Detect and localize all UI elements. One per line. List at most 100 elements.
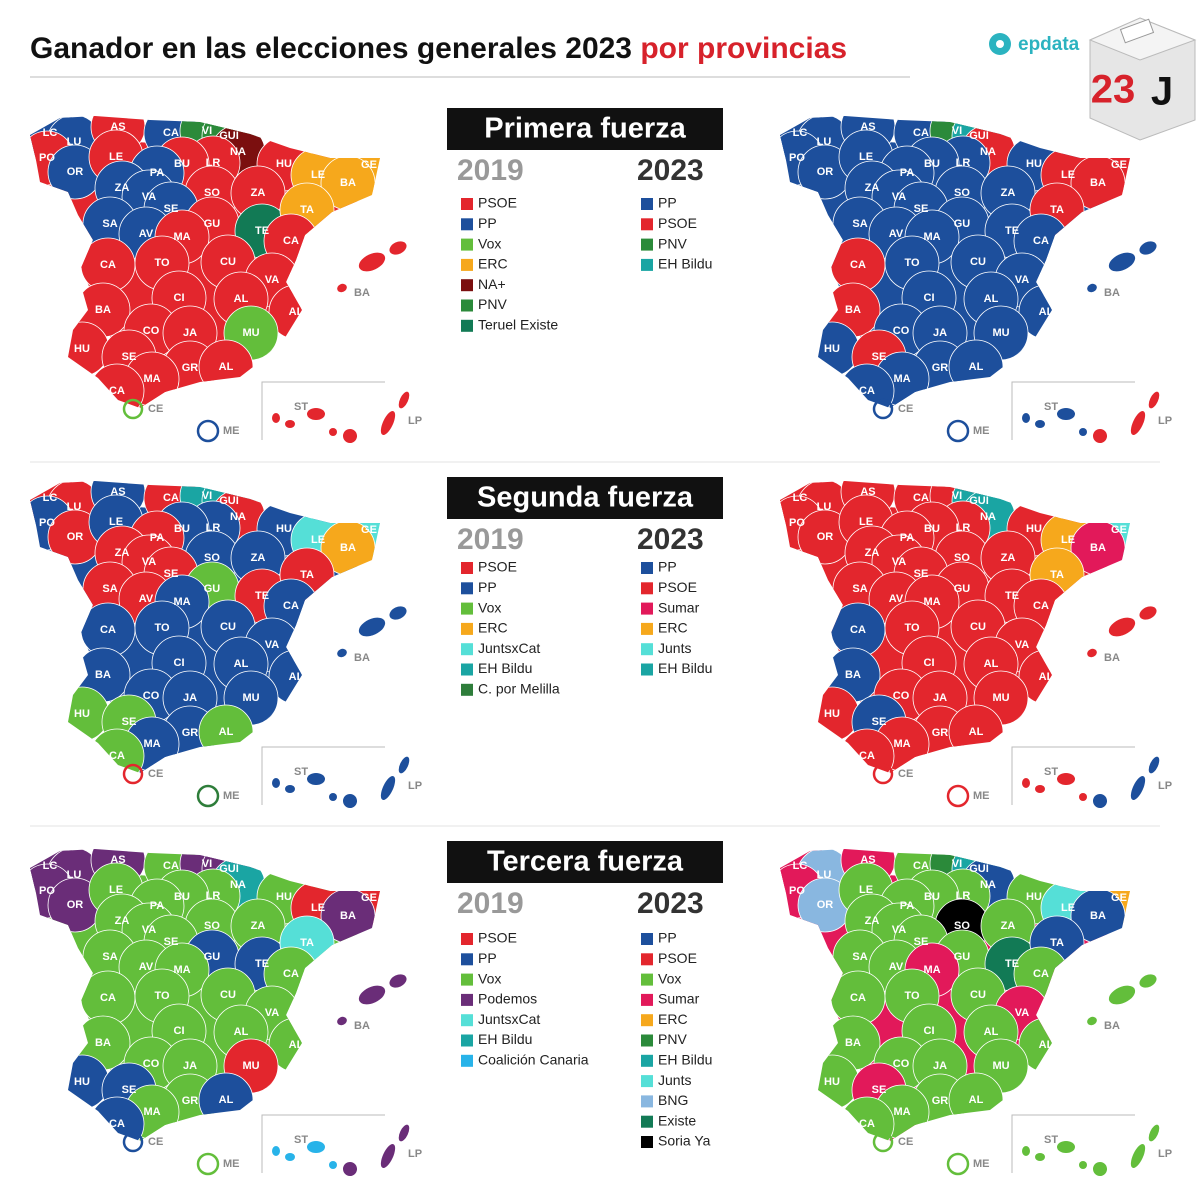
island [1108,252,1136,272]
melilla [946,784,970,808]
province-label: CI [924,657,935,669]
province-label: CO [143,690,160,702]
island [358,617,386,637]
legend-swatch [461,622,473,635]
province-label: CA [913,860,929,872]
province-label: SA [102,951,117,963]
legend-label: PSOE [478,195,517,211]
island [1057,773,1075,785]
province-label: LE [1061,169,1075,181]
island [358,985,386,1005]
island [329,793,337,801]
legend-label: PSOE [478,930,517,946]
legend-label: PSOE [658,215,697,231]
province-label: LR [206,890,221,902]
ceuta [122,398,144,420]
legend-swatch [641,602,653,615]
province-label: CI [174,1025,185,1037]
island-label: LP [1158,1148,1172,1160]
legend-label: Sumar [658,599,700,615]
province-label: VA [265,274,280,286]
province-label: LE [311,169,325,181]
legend-year: 2019 [457,887,524,920]
island [389,241,407,255]
island [272,778,280,788]
province-label: CI [924,292,935,304]
island [1035,420,1045,428]
province-label: TA [1050,937,1064,949]
province-label: MU [992,327,1009,339]
legend-label: ERC [478,256,508,272]
province-label: GU [954,583,971,595]
island [1130,1144,1146,1168]
island [1079,793,1087,801]
province-label: CO [143,1058,160,1070]
island-label: BA [1104,1020,1120,1032]
province-label: AS [110,121,125,133]
province-label: BA [845,669,861,681]
island-label: ME [223,790,240,802]
island-label: LP [408,780,422,792]
legend-swatch [641,973,653,986]
island [337,1016,347,1026]
island [1130,776,1146,800]
island-label: LP [1158,780,1172,792]
province-label: BU [924,158,940,170]
province-label: ZA [251,552,266,564]
title: Ganador en las elecciones generales 2023… [30,32,847,65]
province-label: BA [1090,177,1106,189]
legend-label: ERC [658,620,688,636]
province-label: HU [74,708,90,720]
province-label: ZA [1001,187,1016,199]
ceuta [122,763,144,785]
province-label: VA [265,1007,280,1019]
island [1093,1162,1107,1176]
island [307,1141,325,1153]
island [398,391,410,409]
province-label: JA [933,327,947,339]
province-label: ZA [865,182,880,194]
province-label: LE [859,516,873,528]
province-label: AV [889,228,904,240]
province-label: GU [204,218,221,230]
melilla [196,419,220,443]
province-label: VA [892,556,907,568]
province-label: GU [954,951,971,963]
legend-swatch [641,582,653,595]
island [1087,648,1097,658]
province-label: GUI [219,863,239,875]
legend-swatch [641,1136,653,1148]
mainland [780,849,1130,1141]
province-label: VA [265,639,280,651]
province-label: BA [340,542,356,554]
province-label: AL [969,726,984,738]
province-label: TO [154,257,170,269]
province-label: GUI [969,863,989,875]
island [1087,283,1097,293]
province-label: SO [954,187,970,199]
province-label: VI [952,490,962,502]
legend-year: 2023 [637,154,704,187]
island [329,428,337,436]
province-label: TA [300,569,314,581]
province-label: TE [1005,225,1019,237]
province-label: HU [276,891,292,903]
island [398,1124,410,1142]
province-label: GR [932,727,949,739]
province-label: VA [142,556,157,568]
island [1139,974,1157,988]
island [285,1153,295,1161]
island-label: ST [1044,1134,1058,1146]
province-label: HU [1026,891,1042,903]
province-label: SE [122,1084,137,1096]
island-label: CE [898,1136,913,1148]
ceuta [122,1131,144,1153]
province-label: SO [954,920,970,932]
province-label: AS [860,854,875,866]
legend-label: Vox [658,970,681,986]
province-label: MU [242,692,259,704]
island-label: ST [294,1134,308,1146]
legend-swatch [461,218,473,231]
island-label: ST [294,766,308,778]
province-label: GE [361,892,377,904]
